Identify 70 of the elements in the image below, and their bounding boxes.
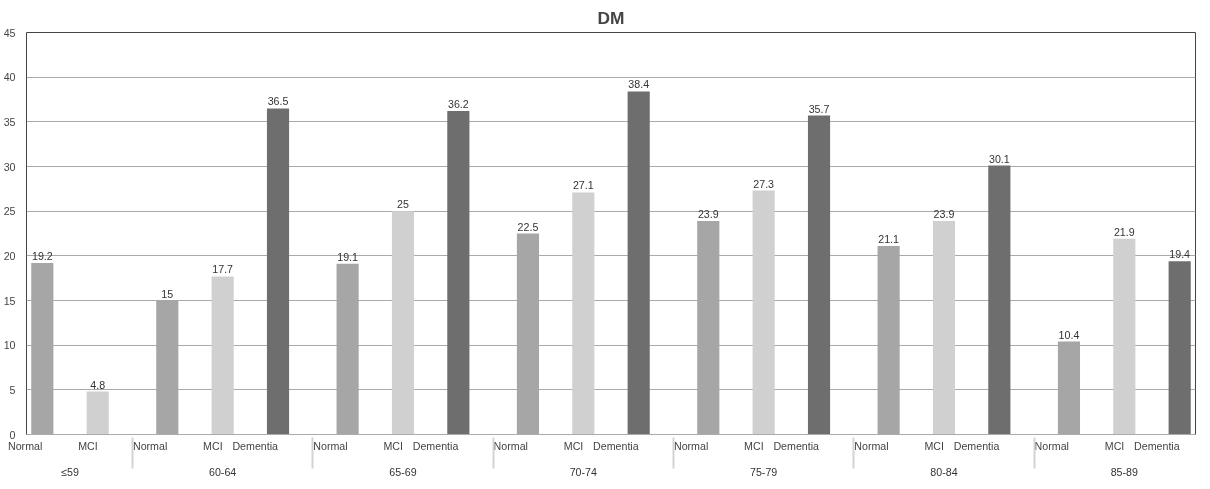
x-tick-label: 60-64 (209, 465, 237, 478)
bar (988, 165, 1011, 435)
bar (932, 220, 956, 435)
text: Dementia (1134, 439, 1180, 452)
text: Normal (673, 439, 709, 452)
data-label: 38.4 (628, 78, 650, 91)
data-label: 4.8 (90, 378, 106, 391)
data-label: 23.9 (697, 207, 719, 220)
series-label: Normal (7, 439, 43, 452)
bar (447, 111, 470, 435)
chart-title: DM (597, 7, 625, 28)
data-label: 22.5 (517, 220, 539, 233)
bar (1113, 238, 1136, 435)
bar (807, 115, 831, 435)
text: Normal (132, 439, 168, 452)
bar (1168, 261, 1191, 435)
x-tick-label: 65-69 (389, 465, 417, 478)
bar (211, 276, 234, 435)
x-tick-label: 80-84 (930, 465, 958, 478)
data-label: 27.3 (753, 177, 775, 190)
text: MCI (744, 439, 764, 452)
data-label: 19.4 (1169, 248, 1191, 261)
text: MCI (563, 439, 584, 452)
data-label: 17.7 (212, 263, 234, 276)
data-label: 10.4 (1058, 328, 1080, 341)
data-label: 21.1 (878, 233, 900, 246)
text: Normal (1034, 439, 1069, 452)
data-label: 19.1 (337, 250, 359, 263)
series-label: Dementia (232, 439, 279, 452)
bar (266, 108, 290, 435)
bar (572, 192, 595, 435)
y-tick-label: 20 (3, 249, 16, 262)
y-tick-label: 30 (3, 160, 16, 173)
data-label: 27.1 (572, 179, 594, 192)
text: MCI (1104, 439, 1125, 452)
x-tick-label: 75-79 (750, 465, 778, 478)
text: MCI (203, 439, 223, 452)
data-label: 19.2 (31, 249, 53, 262)
y-tick-label: 5 (9, 383, 16, 396)
data-label: 15 (161, 287, 174, 300)
y-tick-label: 0 (9, 428, 16, 441)
data-label: 35.7 (808, 102, 830, 115)
bar (627, 91, 650, 435)
y-tick-label: 10 (3, 339, 16, 352)
text: Normal (854, 439, 889, 452)
x-tick-label: ≤59 (61, 465, 79, 478)
text: Dementia (412, 439, 459, 452)
y-tick-label: 15 (3, 294, 16, 307)
text: Dementia (953, 439, 1000, 452)
text: MCI (924, 439, 944, 452)
text: Normal (493, 439, 528, 452)
bar (752, 190, 775, 435)
bar (391, 211, 415, 435)
data-label: 30.1 (988, 152, 1010, 165)
data-label: 21.9 (1113, 225, 1135, 238)
x-tick-label: 70-74 (569, 465, 598, 478)
data-label: 36.5 (267, 95, 289, 108)
x-tick-label: 85-89 (1110, 465, 1139, 478)
data-label: 36.2 (447, 98, 469, 111)
y-tick-label: 35 (3, 115, 16, 128)
y-tick-label: 40 (3, 71, 16, 84)
data-label: 23.9 (933, 207, 955, 220)
y-tick-label: 45 (3, 26, 16, 39)
series-label: MCI (78, 439, 98, 452)
y-tick-label: 25 (3, 205, 16, 218)
text: Dementia (773, 439, 820, 452)
data-label: 25 (397, 198, 409, 211)
text: MCI (383, 439, 403, 452)
text: Normal (313, 439, 348, 452)
text: Dementia (593, 439, 639, 452)
